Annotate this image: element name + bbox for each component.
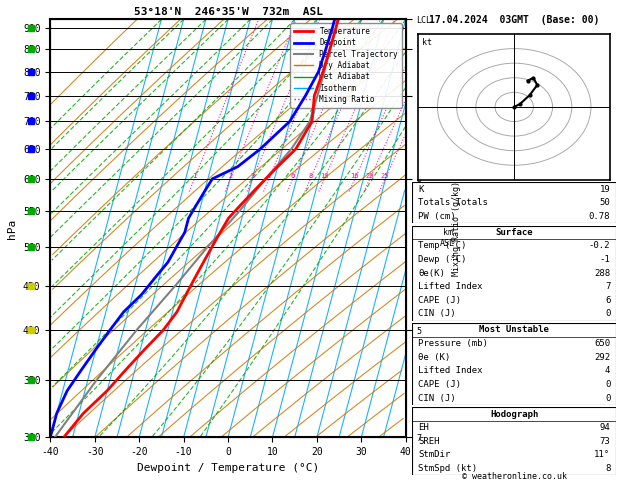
Text: EH: EH: [418, 423, 429, 432]
Text: CIN (J): CIN (J): [418, 394, 456, 402]
Text: 4: 4: [605, 366, 610, 375]
Text: 2: 2: [228, 173, 232, 179]
Text: 6: 6: [605, 296, 610, 305]
Y-axis label: km
ASL: km ASL: [440, 228, 455, 248]
Text: 288: 288: [594, 269, 610, 278]
Text: PW (cm): PW (cm): [418, 212, 456, 221]
Legend: Temperature, Dewpoint, Parcel Trajectory, Dry Adiabat, Wet Adiabat, Isotherm, Mi: Temperature, Dewpoint, Parcel Trajectory…: [291, 23, 402, 107]
Text: 25: 25: [381, 173, 389, 179]
Text: Temp (°C): Temp (°C): [418, 242, 467, 250]
Text: 11°: 11°: [594, 451, 610, 459]
X-axis label: Dewpoint / Temperature (°C): Dewpoint / Temperature (°C): [137, 463, 319, 473]
Text: 292: 292: [594, 353, 610, 362]
Text: 8: 8: [308, 173, 313, 179]
Text: Totals Totals: Totals Totals: [418, 198, 488, 207]
Text: 1: 1: [192, 173, 196, 179]
Text: SREH: SREH: [418, 437, 440, 446]
Text: 0: 0: [605, 394, 610, 402]
Text: kt: kt: [422, 38, 432, 48]
Text: 50: 50: [599, 198, 610, 207]
Y-axis label: hPa: hPa: [8, 218, 18, 239]
Text: Lifted Index: Lifted Index: [418, 282, 482, 291]
Text: 19: 19: [599, 185, 610, 193]
Text: Mixing Ratio (g/kg): Mixing Ratio (g/kg): [452, 181, 461, 276]
Text: 4: 4: [267, 173, 271, 179]
Text: 650: 650: [594, 339, 610, 348]
Text: 7: 7: [605, 282, 610, 291]
Text: StmSpd (kt): StmSpd (kt): [418, 464, 477, 473]
Text: 17.04.2024  03GMT  (Base: 00): 17.04.2024 03GMT (Base: 00): [429, 15, 599, 25]
Text: 3: 3: [250, 173, 255, 179]
Text: Surface: Surface: [496, 228, 533, 237]
Text: θe(K): θe(K): [418, 269, 445, 278]
Text: 94: 94: [599, 423, 610, 432]
Text: Most Unstable: Most Unstable: [479, 326, 549, 334]
Text: Hodograph: Hodograph: [490, 410, 538, 418]
Text: -1: -1: [599, 255, 610, 264]
Text: 0: 0: [605, 380, 610, 389]
Text: 20: 20: [365, 173, 374, 179]
Text: K: K: [418, 185, 423, 193]
Text: Dewp (°C): Dewp (°C): [418, 255, 467, 264]
Text: 0.78: 0.78: [589, 212, 610, 221]
Text: CAPE (J): CAPE (J): [418, 296, 461, 305]
Text: 16: 16: [350, 173, 359, 179]
Text: θe (K): θe (K): [418, 353, 450, 362]
Title: 53°18'N  246°35'W  732m  ASL: 53°18'N 246°35'W 732m ASL: [133, 7, 323, 17]
Text: 10: 10: [320, 173, 328, 179]
Text: Lifted Index: Lifted Index: [418, 366, 482, 375]
Text: CIN (J): CIN (J): [418, 310, 456, 318]
Text: StmDir: StmDir: [418, 451, 450, 459]
Text: 8: 8: [605, 464, 610, 473]
Text: © weatheronline.co.uk: © weatheronline.co.uk: [462, 472, 567, 481]
Text: 6: 6: [291, 173, 295, 179]
Text: Pressure (mb): Pressure (mb): [418, 339, 488, 348]
Text: 73: 73: [599, 437, 610, 446]
Text: -0.2: -0.2: [589, 242, 610, 250]
Text: CAPE (J): CAPE (J): [418, 380, 461, 389]
Text: 0: 0: [605, 310, 610, 318]
